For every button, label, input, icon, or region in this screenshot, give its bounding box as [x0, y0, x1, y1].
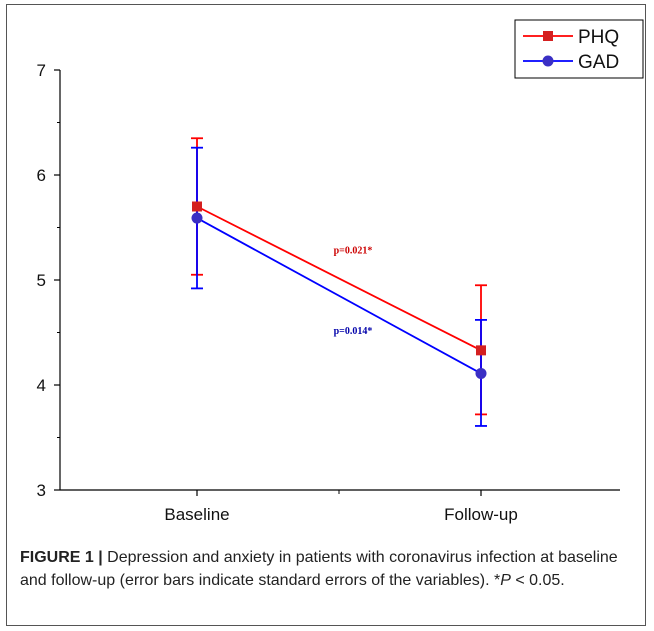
- caption-footnote-p: P: [500, 572, 511, 589]
- x-tick-label: Follow-up: [444, 505, 518, 524]
- legend-label: GAD: [578, 52, 619, 73]
- data-point: [191, 212, 203, 224]
- caption-footnote-star: *: [494, 572, 501, 589]
- series-line-phq: [196, 205, 482, 352]
- y-tick-label: 5: [37, 271, 46, 290]
- markers-gad: [191, 212, 487, 379]
- caption-text: Depression and anxiety in patients with …: [20, 549, 618, 589]
- caption-footnote-rest: < 0.05.: [510, 572, 565, 589]
- legend-marker-square: [543, 31, 553, 41]
- figure-caption: FIGURE 1 | Depression and anxiety in pat…: [20, 546, 640, 592]
- figure-frame: [6, 4, 646, 626]
- p-value-annotation: p=0.014*: [334, 326, 373, 337]
- legend-label: PHQ: [578, 27, 619, 48]
- y-tick-label: 6: [37, 166, 46, 185]
- x-tick-label: Baseline: [164, 505, 229, 524]
- p-value-annotation: p=0.021*: [334, 245, 373, 256]
- data-point: [475, 367, 487, 379]
- series-layer: [191, 137, 487, 427]
- annotation-layer: p=0.021* p=0.014*: [334, 245, 373, 336]
- series-phq: [191, 137, 487, 416]
- legend-marker-circle: [542, 55, 554, 67]
- legend-box: [514, 19, 644, 79]
- caption-label: FIGURE 1 |: [20, 549, 103, 566]
- axes: 3 4 5 6 7 Baseline Follow-up: [37, 61, 620, 524]
- legend: PHQ GAD: [514, 19, 644, 79]
- y-tick-label: 3: [37, 481, 46, 500]
- series-line-gad: [196, 217, 482, 375]
- data-point: [192, 201, 202, 212]
- series-gad: [191, 146, 487, 427]
- y-tick-label: 4: [37, 376, 46, 395]
- markers-phq: [192, 201, 486, 356]
- data-point: [476, 345, 486, 356]
- y-tick-label: 7: [37, 61, 46, 80]
